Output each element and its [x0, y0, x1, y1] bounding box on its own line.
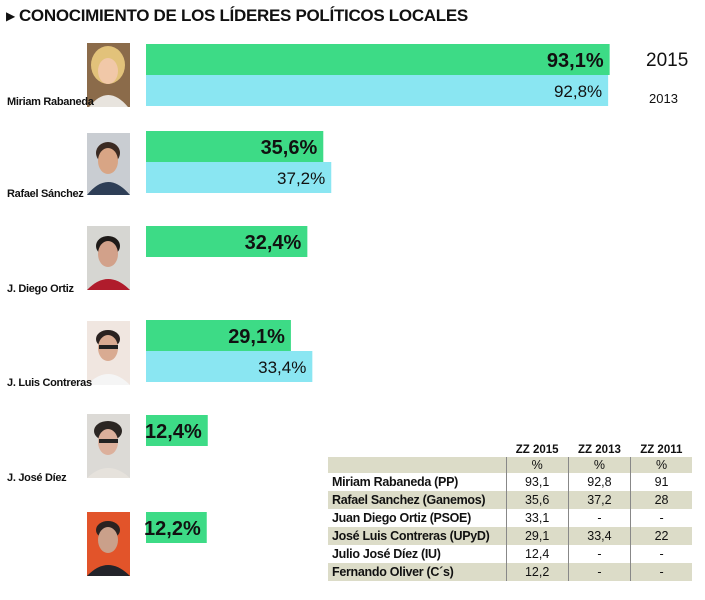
row-value-2011: -	[630, 545, 692, 563]
bar-2015-j-jose-diez	[146, 415, 208, 446]
label-2013-miriam-rabaneda: 92,8%	[554, 82, 602, 101]
portrait-fernando-oliver	[87, 512, 130, 576]
portrait-rafael-sanchez	[87, 133, 130, 195]
title-arrow-icon: ▶	[6, 9, 15, 23]
legend-year-2013: 2013	[649, 91, 678, 106]
bar-2015-fernando-oliver	[146, 512, 207, 543]
unit-2015: %	[505, 457, 569, 473]
name-luis-contreras: J. Luis Contreras	[7, 377, 92, 389]
label-2013-j-luis-contreras: 33,4%	[258, 358, 306, 377]
row-value-2011: 22	[630, 527, 692, 545]
row-name: Rafael Sanchez (Ganemos)	[328, 491, 506, 509]
header-zz2015: ZZ 2015	[515, 443, 559, 456]
table-unit-row: % % %	[328, 457, 692, 473]
row-value-2013: -	[567, 545, 631, 563]
table-row: José Luis Contreras (UPyD) 29,1 33,4 22	[328, 527, 692, 545]
bar-2015-miriam-rabaneda	[146, 44, 610, 75]
row-value-2015: 29,1	[505, 527, 569, 545]
bar-2015-j-diego-ortiz	[146, 226, 308, 257]
table-row: Julio José Díez (IU) 12,4 - -	[328, 545, 692, 563]
row-name: Juan Diego Ortiz (PSOE)	[332, 511, 471, 525]
poll-table: ZZ 2015 ZZ 2013 ZZ 2011 % % % Miriam Rab…	[328, 442, 692, 581]
bar-2015-j-luis-contreras	[146, 320, 291, 351]
label-2015-j-diego-ortiz: 32,4%	[245, 232, 302, 254]
row-name: José Luis Contreras (UPyD)	[328, 527, 506, 545]
title-text: CONOCIMIENTO DE LOS LÍDERES POLÍTICOS LO…	[18, 6, 468, 25]
label-2013-rafael-sanchez: 37,2%	[277, 169, 325, 188]
label-2015-fernando-oliver: 12,2%	[144, 518, 201, 540]
row-value-2011: -	[630, 563, 692, 581]
label-2015-j-jose-diez: 12,4%	[145, 421, 202, 443]
row-value-2015: 35,6	[505, 491, 569, 509]
bar-2015-rafael-sanchez	[146, 131, 324, 162]
row-name: Fernando Oliver (C´s)	[328, 563, 506, 581]
table-row: Miriam Rabaneda (PP) 93,1 92,8 91	[328, 473, 692, 491]
name-miriam-rabaneda: Miriam Rabaneda	[7, 96, 94, 108]
label-2015-rafael-sanchez: 35,6%	[261, 137, 318, 159]
bar-2013-rafael-sanchez	[146, 162, 332, 193]
portrait-diego-ortiz	[87, 226, 130, 290]
row-value-2013: 37,2	[567, 491, 631, 509]
header-zz2013: ZZ 2013	[578, 443, 621, 456]
portrait-luis-contreras	[87, 321, 130, 385]
table-row: Fernando Oliver (C´s) 12,2 - -	[328, 563, 692, 581]
row-value-2015: 33,1	[505, 509, 569, 527]
name-rafael-sanchez: Rafael Sánchez	[7, 188, 84, 200]
row-value-2013: -	[567, 563, 631, 581]
bar-2013-miriam-rabaneda	[146, 75, 609, 106]
table-row: Juan Diego Ortiz (PSOE) 33,1 - -	[328, 509, 692, 527]
row-value-2015: 12,4	[505, 545, 569, 563]
label-2015-miriam-rabaneda: 93,1%	[547, 50, 604, 72]
unit-2013: %	[567, 457, 631, 473]
label-2015-j-luis-contreras: 29,1%	[228, 326, 285, 348]
row-value-2011: -	[630, 509, 692, 527]
name-jose-diez: J. José Díez	[7, 472, 67, 484]
row-value-2013: -	[567, 509, 631, 527]
row-value-2013: 33,4	[567, 527, 631, 545]
bar-2013-j-luis-contreras	[146, 351, 313, 382]
name-diego-ortiz: J. Diego Ortiz	[7, 283, 74, 295]
row-name: Julio José Díez (IU)	[332, 547, 441, 561]
unit-2011: %	[630, 457, 692, 473]
row-value-2011: 28	[630, 491, 692, 509]
portrait-miriam-rabaneda	[87, 43, 130, 107]
table-row: Rafael Sanchez (Ganemos) 35,6 37,2 28	[328, 491, 692, 509]
row-value-2015: 93,1	[505, 473, 569, 491]
header-zz2011: ZZ 2011	[640, 443, 683, 456]
chart-title: ▶ CONOCIMIENTO DE LOS LÍDERES POLÍTICOS …	[6, 6, 468, 26]
table-header-row: ZZ 2015 ZZ 2013 ZZ 2011	[328, 442, 692, 457]
row-value-2011: 91	[630, 473, 692, 491]
row-name: Miriam Rabaneda (PP)	[332, 475, 458, 489]
row-value-2013: 92,8	[567, 473, 631, 491]
portrait-jose-diez	[87, 414, 130, 478]
legend-year-2015: 2015	[646, 50, 689, 71]
row-value-2015: 12,2	[505, 563, 569, 581]
